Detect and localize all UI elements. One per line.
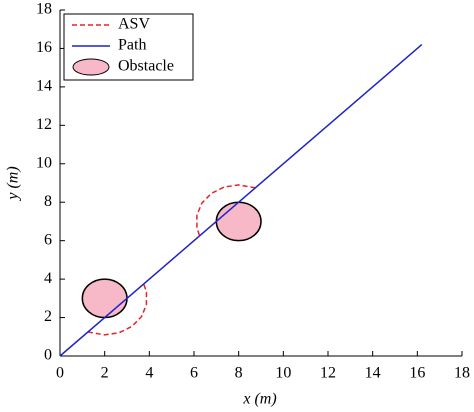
x-tick-label: 2 [101,365,109,382]
x-tick-label: 14 [365,365,381,382]
obstacle [215,201,262,242]
legend-label: Obstacle [118,58,174,75]
y-tick-label: 2 [44,308,52,325]
x-tick-label: 4 [145,365,153,382]
obstacle [81,278,128,319]
y-axis-label: y (m) [5,166,22,201]
legend-swatch [72,58,110,76]
y-tick-label: 12 [36,116,52,133]
y-tick-label: 16 [36,39,52,56]
series-line [59,44,423,357]
x-tick-label: 16 [409,365,425,382]
y-tick-label: 18 [36,1,52,18]
y-tick-label: 6 [44,231,52,248]
x-tick-label: 18 [454,365,470,382]
y-tick-label: 14 [36,78,52,95]
y-tick-label: 10 [36,154,52,171]
series-line [87,184,256,336]
legend-label: ASV [118,16,150,33]
x-tick-label: 0 [56,365,64,382]
x-tick-label: 8 [235,365,243,382]
y-tick-label: 4 [44,270,52,287]
legend-label: Path [118,37,146,54]
y-tick-label: 8 [44,193,52,210]
x-tick-label: 6 [190,365,198,382]
x-tick-label: 12 [320,365,336,382]
x-tick-label: 10 [275,365,291,382]
y-tick-label: 0 [44,347,52,364]
x-axis-label: x (m) [242,391,276,408]
